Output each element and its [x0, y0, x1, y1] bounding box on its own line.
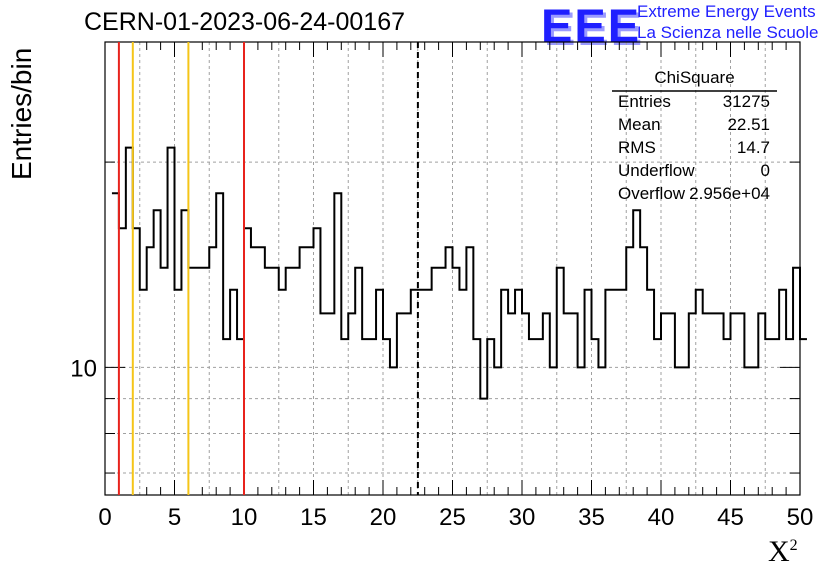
logo-line-2: La Scienza nelle Scuole: [637, 23, 819, 42]
x-tick-label: 5: [168, 504, 181, 531]
x-axis-label-sup: 2: [789, 537, 798, 554]
stats-value: 22.51: [727, 115, 770, 134]
x-axis-label: X2: [768, 535, 798, 569]
y-tick-label: 10: [70, 355, 97, 382]
x-axis-label-base: X: [768, 535, 790, 568]
chart-title: CERN-01-2023-06-24-00167: [84, 8, 406, 36]
logo-line-1: Extreme Energy Events: [637, 2, 816, 21]
x-tick-label: 45: [717, 504, 744, 531]
x-tick-label: 20: [370, 504, 397, 531]
x-tick-label: 0: [98, 504, 111, 531]
x-tick-label: 50: [787, 504, 814, 531]
stats-key: Underflow: [618, 161, 695, 180]
stats-key: Entries: [618, 92, 671, 111]
stats-value: 31275: [722, 92, 770, 111]
stats-key: RMS: [618, 138, 656, 157]
stats-key: Overflow: [618, 184, 686, 203]
stats-key: Mean: [618, 115, 661, 134]
x-tick-label: 25: [439, 504, 466, 531]
histogram-series: [111, 146, 807, 400]
x-tick-label: 10: [231, 504, 258, 531]
x-tick-label: 15: [300, 504, 327, 531]
x-tick-label: 30: [509, 504, 536, 531]
stats-value: 14.7: [736, 138, 770, 157]
stats-value: 2.956e+04: [689, 184, 770, 203]
x-tick-label: 40: [648, 504, 675, 531]
x-tick-label: 35: [578, 504, 605, 531]
stats-value: 0: [760, 161, 770, 180]
stats-title: ChiSquare: [654, 68, 735, 87]
eee-logo: EEE: [541, 0, 642, 52]
